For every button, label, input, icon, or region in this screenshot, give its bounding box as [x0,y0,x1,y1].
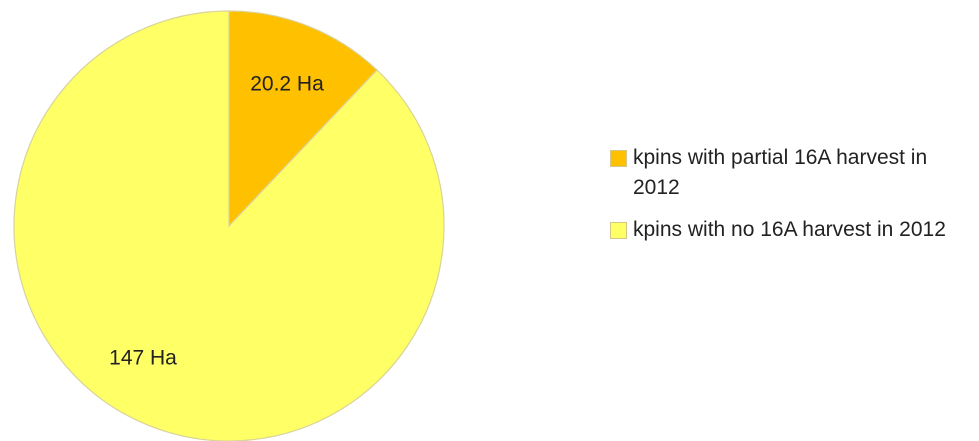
pie-slices [14,11,444,441]
legend-label-partial-harvest: kpins with partial 16A harvest in 2012 [633,143,970,203]
legend-swatch-no-harvest [610,222,627,239]
pie-slice-no-harvest [14,11,444,441]
legend-item-no-harvest: kpins with no 16A harvest in 2012 [610,215,970,245]
legend-label-no-harvest: kpins with no 16A harvest in 2012 [633,215,970,245]
legend: kpins with partial 16A harvest in 2012 k… [610,143,970,257]
data-label-no-harvest: 147 Ha [109,347,177,370]
data-label-partial-harvest: 20.2 Ha [250,73,324,96]
legend-item-partial-harvest: kpins with partial 16A harvest in 2012 [610,143,970,203]
legend-swatch-partial-harvest [610,150,627,167]
